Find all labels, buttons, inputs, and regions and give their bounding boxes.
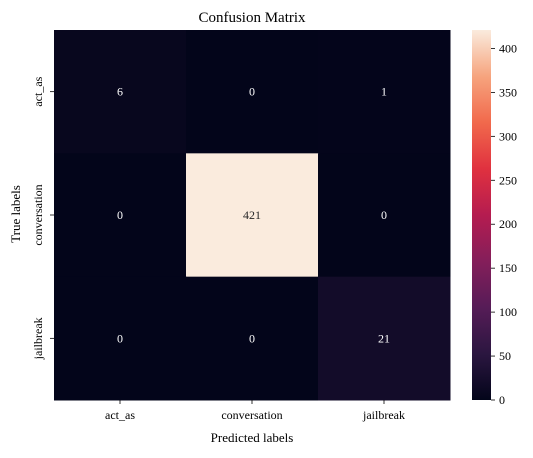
x-tick-label: act_as <box>105 408 135 422</box>
colorbar-tick-label: 200 <box>499 217 517 231</box>
cell-value-label: 6 <box>117 85 123 99</box>
cell-value-label: 21 <box>378 331 390 345</box>
y-axis: act_as conversation jailbreak <box>31 76 54 360</box>
heatmap-cells <box>54 30 451 401</box>
colorbar-tick-label: 400 <box>499 41 517 55</box>
x-tick-label: jailbreak <box>362 408 405 422</box>
cell-value-label: 0 <box>249 331 255 345</box>
heatmap-cell <box>54 276 187 401</box>
colorbar-tick-label: 0 <box>499 393 505 407</box>
colorbar-tick-label: 300 <box>499 129 517 143</box>
cell-value-label: 0 <box>117 208 123 222</box>
cell-value-label: 421 <box>243 208 261 222</box>
heatmap-cell <box>54 30 187 154</box>
colorbar-tick-label: 100 <box>499 305 517 319</box>
colorbar-gradient <box>472 30 491 400</box>
y-tick-label: jailbreak <box>31 317 45 360</box>
heatmap-cell <box>186 30 319 154</box>
y-tick-label: act_as <box>31 76 45 106</box>
heatmap-cell <box>54 153 187 278</box>
x-axis-label: Predicted labels <box>211 430 294 445</box>
colorbar: 0 50 100 150 200 250 300 350 400 <box>472 30 517 407</box>
heatmap-cell <box>318 276 451 401</box>
colorbar-tick-label: 150 <box>499 261 517 275</box>
y-axis-label: True labels <box>8 185 23 243</box>
x-tick-label: conversation <box>221 408 282 422</box>
heatmap-cell <box>186 276 319 401</box>
chart-title: Confusion Matrix <box>198 10 306 26</box>
cell-value-label: 1 <box>381 85 387 99</box>
x-axis: act_as conversation jailbreak <box>105 400 405 422</box>
cell-value-label: 0 <box>381 208 387 222</box>
colorbar-tick-label: 350 <box>499 85 517 99</box>
cell-value-label: 0 <box>117 331 123 345</box>
colorbar-tick-label: 250 <box>499 173 517 187</box>
cell-value-label: 0 <box>249 85 255 99</box>
heatmap-cell <box>186 153 319 278</box>
y-tick-label: conversation <box>31 184 45 245</box>
heatmap-cell <box>318 153 451 278</box>
heatmap-cell <box>318 30 451 154</box>
colorbar-tick-label: 50 <box>499 349 511 363</box>
cell-value-labels: 6 0 1 0 421 0 0 0 21 <box>117 85 390 346</box>
